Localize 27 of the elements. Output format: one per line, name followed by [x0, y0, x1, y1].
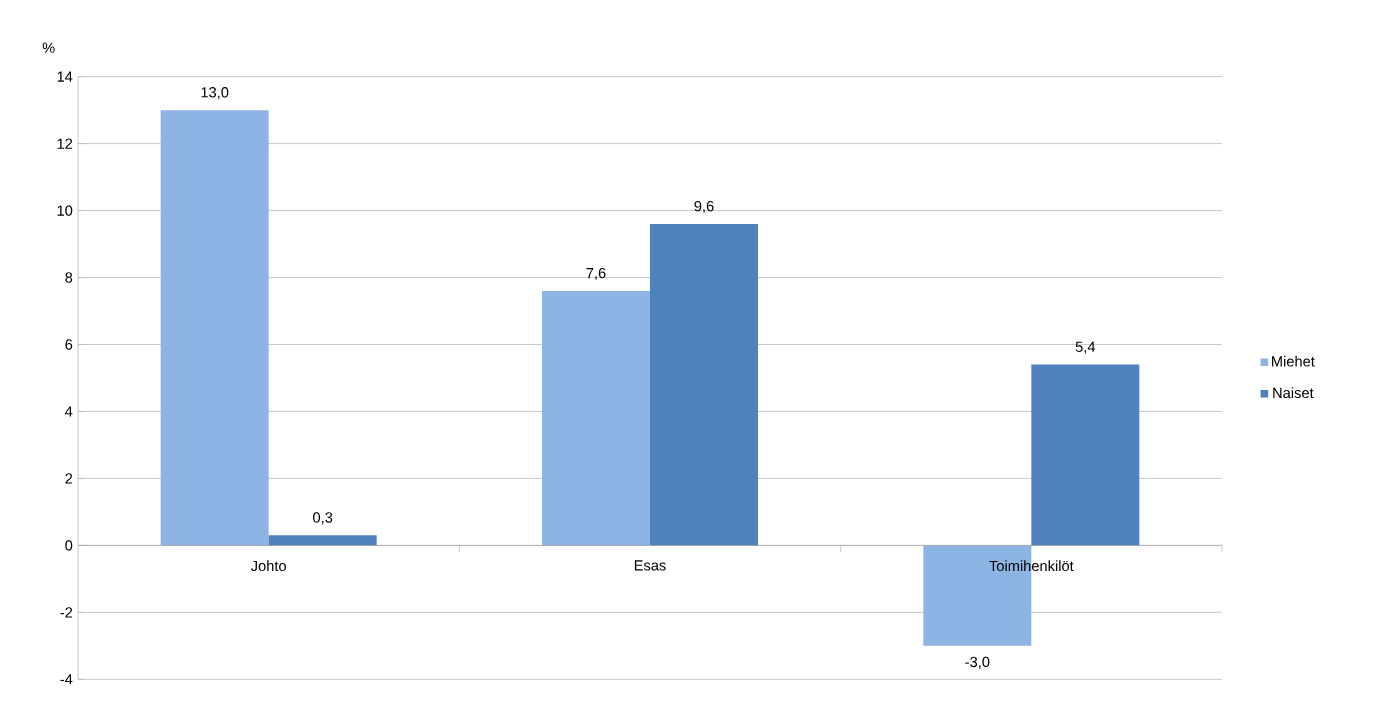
x-tick-label: Toimihenkilöt	[989, 560, 1074, 572]
y-tick-label: 4	[65, 406, 73, 417]
legend-label: Miehet	[1272, 355, 1315, 367]
y-tick-label: 0	[65, 540, 73, 551]
y-tick-label: -4	[60, 674, 73, 685]
data-label: 13,0	[201, 87, 229, 100]
x-tick-label: Esas	[634, 560, 666, 571]
bar	[650, 223, 758, 546]
bar	[1031, 364, 1140, 546]
y-tick-label: -2	[60, 607, 73, 618]
data-label: 7,6	[586, 267, 606, 281]
legend-label: Naiset	[1273, 387, 1314, 399]
y-tick-label: 2	[65, 473, 73, 484]
x-tick-label: Johto	[250, 560, 286, 572]
y-axis-title: %	[42, 42, 55, 53]
y-tick-label: 10	[57, 205, 73, 216]
data-label: 9,6	[694, 200, 714, 214]
bar	[542, 290, 650, 546]
data-label: -3,0	[965, 656, 990, 669]
y-tick-label: 8	[65, 272, 73, 283]
data-label: 0,3	[313, 512, 333, 525]
y-tick-label: 14	[57, 71, 73, 82]
y-tick-label: 12	[57, 138, 73, 149]
data-label: 5,4	[1075, 341, 1096, 354]
bar	[268, 535, 377, 546]
y-tick-label: 6	[65, 339, 73, 350]
bar	[160, 110, 269, 546]
